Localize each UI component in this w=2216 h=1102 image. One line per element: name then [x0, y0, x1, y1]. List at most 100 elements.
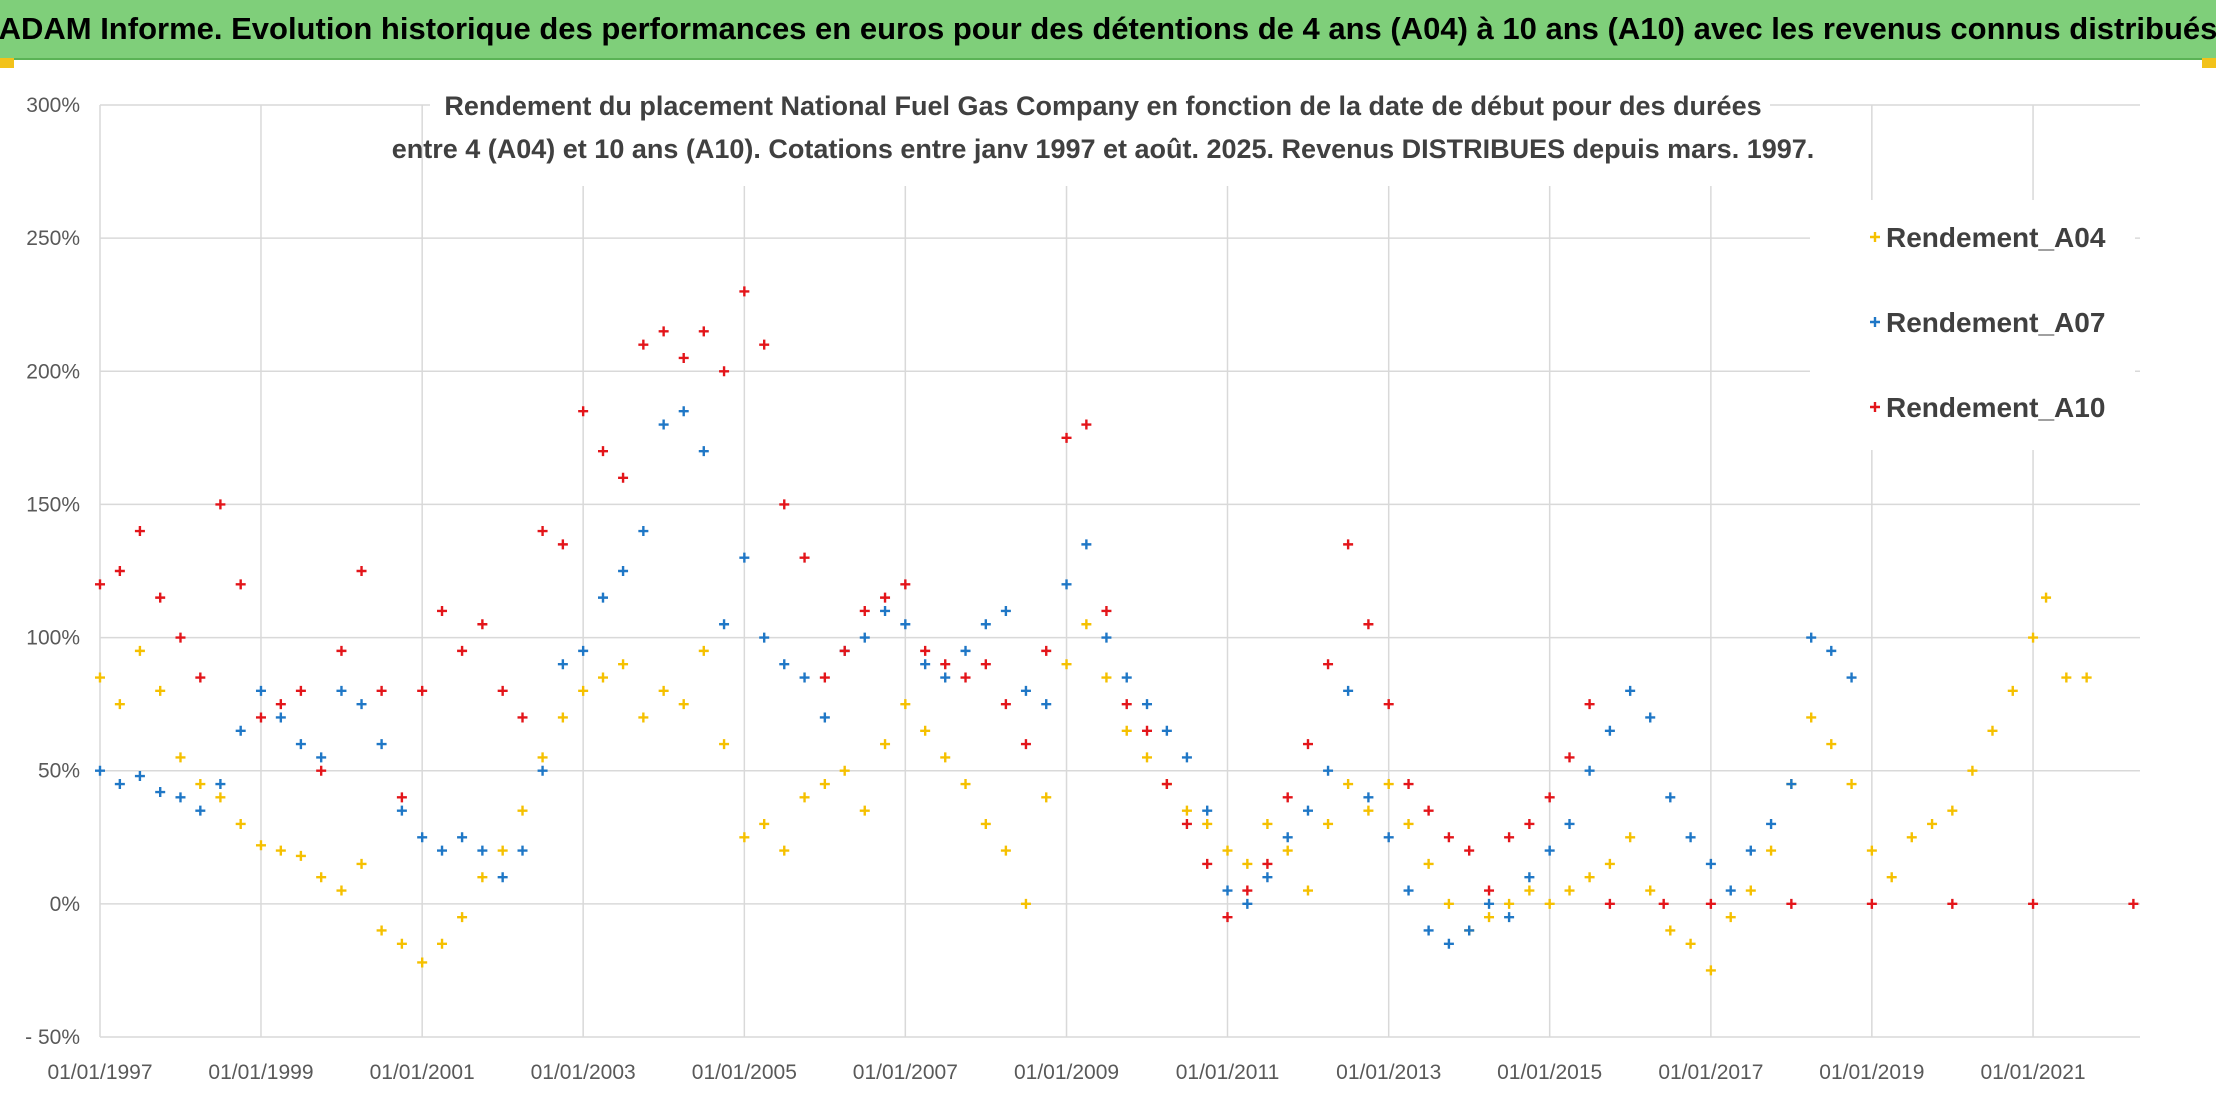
data-point	[779, 845, 790, 856]
data-point	[1524, 885, 1535, 896]
data-point	[779, 659, 790, 670]
data-point	[295, 739, 306, 750]
data-point	[1947, 805, 1958, 816]
data-point	[1161, 725, 1172, 736]
data-point	[1846, 779, 1857, 790]
data-point	[457, 832, 468, 843]
data-point	[1121, 672, 1132, 683]
data-point	[618, 566, 629, 576]
data-point	[1020, 739, 1031, 750]
data-point	[376, 925, 387, 936]
x-tick-label: 01/01/2011	[1176, 1061, 1280, 1084]
data-point	[155, 592, 166, 603]
data-point	[1000, 845, 1011, 856]
data-point	[114, 566, 125, 576]
data-point	[940, 659, 951, 670]
data-point	[1484, 885, 1495, 896]
data-point	[396, 792, 407, 803]
data-point	[95, 765, 105, 776]
data-point	[2081, 672, 2092, 683]
data-point	[1584, 699, 1595, 710]
x-axis: 01/01/1997 01/01/1999 01/01/2001 01/01/2003…	[47, 1061, 2085, 1084]
data-point	[417, 832, 428, 843]
data-point	[1443, 938, 1454, 949]
data-point	[1564, 885, 1575, 896]
data-point	[1484, 912, 1495, 923]
data-point	[1564, 818, 1575, 829]
data-point	[356, 858, 367, 869]
x-tick-label: 01/01/1999	[208, 1061, 313, 1084]
data-point	[819, 712, 830, 723]
data-point	[638, 339, 649, 350]
data-point	[295, 850, 306, 861]
data-point	[1142, 725, 1153, 736]
data-point	[1524, 872, 1535, 883]
data-point	[517, 845, 528, 856]
data-point	[457, 645, 468, 656]
data-point	[1020, 685, 1031, 696]
data-point	[356, 699, 367, 710]
data-point	[1383, 779, 1394, 790]
data-point	[1665, 792, 1676, 803]
data-point	[134, 526, 145, 537]
data-point	[235, 818, 246, 829]
legend-label: Rendement_A07	[1886, 307, 2105, 338]
data-point	[1181, 752, 1192, 763]
data-point	[557, 712, 568, 723]
data-point	[275, 712, 286, 723]
data-point	[134, 771, 145, 782]
data-point	[336, 645, 347, 656]
data-point	[537, 526, 548, 537]
legend-label: Rendement_A10	[1886, 392, 2105, 423]
data-point	[1846, 672, 1857, 683]
data-point	[356, 566, 367, 576]
chart: - 50% 0% 50% 100% 150% 200% 250% 300% 01/01/199…	[25, 78, 2140, 1084]
banner-title: ADAM Informe. Evolution historique des p…	[0, 0, 2216, 60]
data-point	[1242, 898, 1253, 909]
data-point	[1685, 938, 1696, 949]
data-point	[336, 685, 347, 696]
data-point	[1161, 779, 1172, 790]
x-tick-label: 01/01/2005	[692, 1061, 797, 1084]
data-point	[960, 645, 971, 656]
data-point	[1826, 645, 1837, 656]
data-point	[1604, 858, 1615, 869]
data-point	[114, 699, 125, 710]
data-point	[658, 326, 669, 337]
data-point	[578, 406, 589, 417]
data-point	[1302, 805, 1313, 816]
data-point	[1544, 898, 1555, 909]
data-point	[1927, 818, 1938, 829]
data-point	[316, 872, 327, 883]
data-point	[376, 685, 387, 696]
data-point	[1061, 659, 1072, 670]
data-point	[2028, 898, 2039, 909]
data-point	[1443, 898, 1454, 909]
data-point	[759, 818, 770, 829]
data-point	[1947, 898, 1958, 909]
y-tick-label: 150%	[26, 493, 80, 516]
data-point	[437, 938, 448, 949]
data-point	[1504, 898, 1515, 909]
data-point	[1645, 885, 1656, 896]
data-point	[1202, 805, 1213, 816]
data-point	[215, 499, 226, 510]
data-point	[336, 885, 347, 896]
data-point	[195, 779, 206, 790]
data-point	[396, 805, 407, 816]
data-point	[255, 840, 266, 851]
legend-marker	[1870, 317, 1880, 327]
legend: Rendement_A04 Rendement_A07 Rendement_A10	[1810, 200, 2135, 450]
data-point	[1142, 699, 1153, 710]
data-point	[1020, 898, 1031, 909]
data-point	[537, 752, 548, 763]
data-point	[1786, 898, 1797, 909]
data-point	[618, 472, 629, 483]
data-point	[1282, 845, 1293, 856]
data-point	[1464, 845, 1475, 856]
data-point	[175, 632, 186, 643]
x-tick-label: 01/01/2021	[1980, 1061, 2085, 1084]
data-point	[316, 752, 327, 763]
x-tick-label: 01/01/2013	[1336, 1061, 1441, 1084]
data-point	[1685, 832, 1696, 843]
